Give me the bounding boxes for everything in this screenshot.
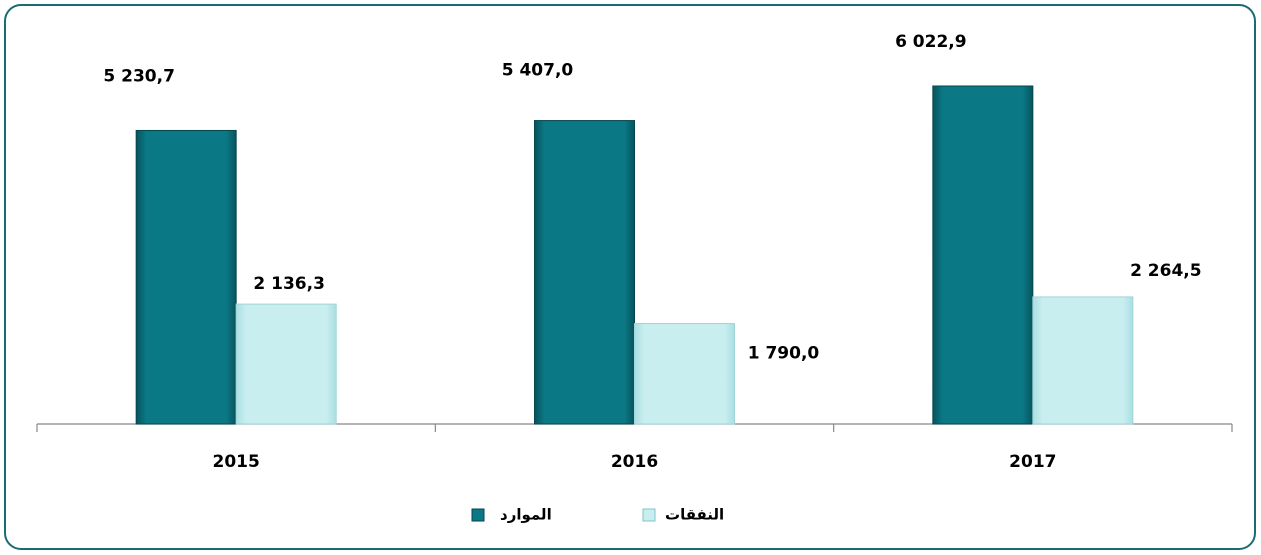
bar	[235, 303, 337, 425]
bar	[135, 129, 237, 425]
legend-swatch	[471, 508, 485, 522]
bar	[634, 323, 735, 425]
value-label: 2 136,3	[253, 274, 325, 294]
value-label: 5 230,7	[103, 66, 175, 86]
x-tick-label: 2017	[1009, 452, 1056, 472]
bar	[1032, 296, 1134, 425]
bar	[534, 120, 635, 425]
legend-label: النفقات	[665, 506, 724, 524]
x-tick-label: 2015	[213, 452, 260, 472]
value-label: 2 264,5	[1130, 261, 1202, 281]
value-label: 6 022,9	[895, 32, 967, 52]
bar	[932, 85, 1034, 425]
value-label: 5 407,0	[502, 61, 574, 81]
legend-swatch	[642, 508, 656, 522]
legend-label: الموارد	[500, 506, 552, 524]
value-label: 1 790,0	[748, 344, 820, 364]
x-tick-label: 2016	[611, 452, 658, 472]
